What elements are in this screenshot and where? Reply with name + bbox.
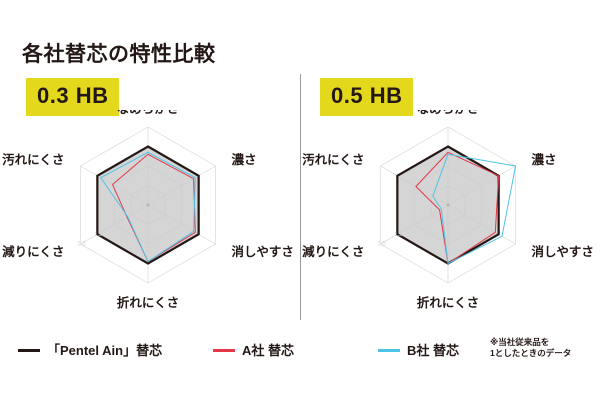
svg-text:減りにくさ: 減りにくさ xyxy=(302,244,364,259)
legend-swatch-pentel-ain xyxy=(18,349,40,352)
page-title: 各社替芯の特性比較 xyxy=(22,43,216,67)
panel-divider xyxy=(300,74,301,320)
legend-swatch-company-a xyxy=(213,349,235,352)
radar-chart-0-3hb: 0.5 1.0 1.5 2.0 なめらかさ濃さ消しやすさ折れにくさ 減りにくさ 汚れにくさ xyxy=(0,110,300,315)
chart-legend: 「Pentel Ain」替芯 A社 替芯 B社 替芯 ※当社従来品を 1としたと… xyxy=(0,330,600,380)
svg-text:1.0: 1.0 xyxy=(111,222,120,228)
legend-item-pentel-ain: 「Pentel Ain」替芯 xyxy=(18,344,162,357)
grade-badge-0-3hb: 0.3 HB xyxy=(26,78,120,116)
svg-text:汚れにくさ: 汚れにくさ xyxy=(302,152,364,167)
svg-text:1.5: 1.5 xyxy=(394,232,403,238)
svg-text:なめらかさ: なめらかさ xyxy=(117,110,180,116)
svg-text:2.0: 2.0 xyxy=(77,242,86,248)
svg-text:折れにくさ: 折れにくさ xyxy=(417,295,479,310)
radar-chart-0-5hb: 0.5 1.0 1.5 2.0 なめらかさ濃さ消しやすさ折れにくさ 減りにくさ 汚れにくさ xyxy=(300,110,600,315)
svg-text:なめらかさ: なめらかさ xyxy=(417,110,480,116)
radar-series-1 xyxy=(396,145,517,265)
svg-text:1.0: 1.0 xyxy=(411,222,420,228)
legend-footnote: ※当社従来品を 1としたときのデータ xyxy=(490,337,571,360)
radar-svg-0-3hb: 0.5 1.0 1.5 2.0 なめらかさ濃さ消しやすさ折れにくさ 減りにくさ 汚れにくさ xyxy=(2,110,294,310)
radar-axis-labels-1: なめらかさ濃さ消しやすさ折れにくさ 減りにくさ 汚れにくさ xyxy=(302,110,594,310)
svg-text:減りにくさ: 減りにくさ xyxy=(2,244,64,259)
svg-text:0.5: 0.5 xyxy=(428,212,437,218)
legend-item-company-a: A社 替芯 xyxy=(213,344,294,357)
radar-axis-labels-0: なめらかさ濃さ消しやすさ折れにくさ 減りにくさ 汚れにくさ xyxy=(2,110,294,310)
legend-label-company-b: B社 替芯 xyxy=(407,343,460,358)
legend-footnote-line1: ※当社従来品を xyxy=(490,337,550,347)
chart-panel-0-5hb: 0.5 HB 0.5 1.0 1.5 2.0 なめらかさ濃さ消しやすさ折れにくさ 減りに… xyxy=(300,70,600,320)
radar-ticks-0: 0.5 1.0 1.5 2.0 xyxy=(77,212,137,247)
svg-text:濃さ: 濃さ xyxy=(232,152,257,167)
legend-label-company-a: A社 替芯 xyxy=(242,343,295,358)
svg-text:消しやすさ: 消しやすさ xyxy=(232,244,294,259)
legend-item-company-b: B社 替芯 xyxy=(378,344,459,357)
legend-label-pentel-ain: 「Pentel Ain」替芯 xyxy=(47,343,163,358)
legend-swatch-company-b xyxy=(378,349,400,352)
radar-svg-0-5hb: 0.5 1.0 1.5 2.0 なめらかさ濃さ消しやすさ折れにくさ 減りにくさ 汚れにくさ xyxy=(302,110,594,310)
radar-ticks-1: 0.5 1.0 1.5 2.0 xyxy=(377,212,437,247)
radar-series-0 xyxy=(96,145,200,265)
svg-text:1.5: 1.5 xyxy=(94,232,103,238)
grade-badge-0-5hb: 0.5 HB xyxy=(320,78,414,116)
chart-panel-0-3hb: 0.3 HB 0.5 1.0 1.5 2.0 なめらかさ濃さ消しやすさ折れにくさ 減りに… xyxy=(0,70,300,320)
svg-text:濃さ: 濃さ xyxy=(532,152,557,167)
svg-text:汚れにくさ: 汚れにくさ xyxy=(2,152,64,167)
legend-footnote-line2: 1としたときのデータ xyxy=(490,348,572,359)
svg-text:折れにくさ: 折れにくさ xyxy=(117,295,179,310)
svg-text:消しやすさ: 消しやすさ xyxy=(532,244,594,259)
svg-text:2.0: 2.0 xyxy=(377,242,386,248)
svg-text:0.5: 0.5 xyxy=(128,212,137,218)
